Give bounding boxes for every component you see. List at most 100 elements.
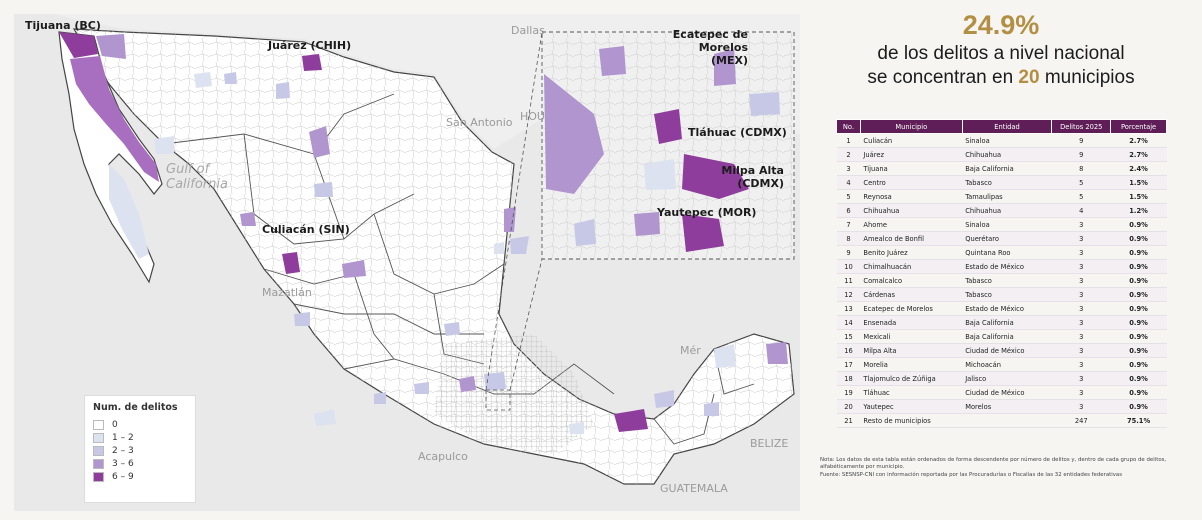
legend-swatch bbox=[93, 419, 104, 430]
legend-swatch bbox=[93, 458, 104, 469]
cell-porcentaje: 0.9% bbox=[1110, 301, 1167, 316]
column-header-municipio: Municipio bbox=[859, 119, 963, 134]
cell-entidad: Sinaloa bbox=[962, 133, 1052, 148]
cell-delitos: 3 bbox=[1051, 217, 1111, 232]
label-milpa-alta: Milpa Alta (CDMX) bbox=[721, 164, 784, 190]
cell-porcentaje: 0.9% bbox=[1110, 231, 1167, 246]
baja-sur-area bbox=[109, 164, 149, 259]
cell-entidad: Tabasco bbox=[962, 273, 1052, 288]
cell-municipio: Morelia bbox=[860, 357, 963, 372]
footnote-source: Fuente: SESNSP-CNI con información repor… bbox=[820, 471, 1123, 478]
legend-title: Num. de delitos bbox=[93, 402, 178, 413]
reynosa-area bbox=[504, 207, 516, 232]
cell-no: 5 bbox=[836, 189, 861, 204]
cell-entidad: Jalisco bbox=[962, 371, 1052, 386]
table-row: 21 Resto de municipios 247 75.1% bbox=[836, 413, 1167, 428]
cell-delitos: 3 bbox=[1051, 343, 1111, 358]
cell-municipio: Chihuahua bbox=[860, 203, 963, 218]
cell-porcentaje: 0.9% bbox=[1110, 273, 1167, 288]
geo-label-belize: BELIZE bbox=[750, 437, 789, 450]
ranking-table: No. Municipio Entidad Delitos 2025 Porce… bbox=[836, 119, 1167, 428]
cell-municipio: Chimalhuacán bbox=[860, 259, 963, 274]
legend-label: 3 – 6 bbox=[112, 458, 134, 469]
cell-entidad: Sinaloa bbox=[962, 217, 1052, 232]
table-row: 20 Yautepec Morelos 3 0.9% bbox=[836, 399, 1167, 414]
legend-item: 1 – 2 bbox=[93, 431, 187, 444]
cell-municipio: Juárez bbox=[860, 147, 963, 162]
cell-porcentaje: 0.9% bbox=[1110, 399, 1167, 414]
table-row: 3 Tijuana Baja California 8 2.4% bbox=[836, 161, 1167, 176]
table-row: 1 Culiacán Sinaloa 9 2.7% bbox=[836, 133, 1167, 148]
column-header-entidad: Entidad bbox=[961, 119, 1053, 134]
cell-entidad: Baja California bbox=[962, 315, 1052, 330]
cell-municipio: Resto de municipios bbox=[860, 413, 963, 428]
geo-label-mazatlan: Mazatlán bbox=[262, 286, 312, 299]
cell-municipio: Ahome bbox=[860, 217, 963, 232]
table-row: 15 Mexicali Baja California 3 0.9% bbox=[836, 329, 1167, 344]
cell-municipio: Mexicali bbox=[860, 329, 963, 344]
cell-delitos: 3 bbox=[1051, 273, 1111, 288]
cell-no: 8 bbox=[836, 231, 861, 246]
table-row: 10 Chimalhuacán Estado de México 3 0.9% bbox=[836, 259, 1167, 274]
cell-entidad: Tabasco bbox=[962, 287, 1052, 302]
choropleth-map: Dallas San Antonio HOU Gulf of Californi… bbox=[14, 14, 800, 511]
footnote-note: Nota: Los datos de esta tabla están orde… bbox=[820, 457, 1167, 471]
geo-label-merida: Mér bbox=[680, 344, 701, 357]
cell-porcentaje: 0.9% bbox=[1110, 287, 1167, 302]
table-row: 16 Milpa Alta Ciudad de México 3 0.9% bbox=[836, 343, 1167, 358]
map-canvas bbox=[54, 14, 800, 485]
cell-entidad: Chihuahua bbox=[962, 147, 1052, 162]
geo-label-san-antonio: San Antonio bbox=[446, 116, 513, 129]
cell-delitos: 5 bbox=[1051, 175, 1111, 190]
mexicali-area bbox=[96, 34, 126, 59]
cell-delitos: 9 bbox=[1051, 147, 1111, 162]
label-culiacan: Culiacán (SIN) bbox=[262, 223, 350, 236]
cell-entidad: Tamaulipas bbox=[962, 189, 1052, 204]
cell-porcentaje: 0.9% bbox=[1110, 315, 1167, 330]
column-header-porcentaje: Porcentaje bbox=[1110, 119, 1167, 134]
cell-entidad: Ciudad de México bbox=[962, 385, 1052, 400]
cell-municipio: Cárdenas bbox=[860, 287, 963, 302]
cell-delitos: 4 bbox=[1051, 203, 1111, 218]
cell-no: 19 bbox=[836, 385, 861, 400]
legend-label: 1 – 2 bbox=[112, 432, 134, 443]
cell-no: 3 bbox=[836, 161, 861, 176]
table-row: 4 Centro Tabasco 5 1.5% bbox=[836, 175, 1167, 190]
legend-item: 6 – 9 bbox=[93, 470, 187, 483]
cell-entidad: Tabasco bbox=[962, 175, 1052, 190]
legend-label: 2 – 3 bbox=[112, 445, 134, 456]
map-legend: Num. de delitos 0 1 – 2 2 – 3 3 – 6 6 – … bbox=[84, 395, 196, 503]
table-body: 1 Culiacán Sinaloa 9 2.7% 2 Juárez Chihuahua 9 2.… bbox=[836, 133, 1167, 428]
chihuahua-area bbox=[309, 126, 330, 158]
cell-municipio: Tlajomulco de Zúñiga bbox=[860, 371, 963, 386]
headline-line2: se concentran en 20 municipios bbox=[826, 66, 1176, 90]
geo-label-dallas: Dallas bbox=[511, 24, 545, 37]
cell-municipio: Reynosa bbox=[860, 189, 963, 204]
table-row: 2 Juárez Chihuahua 9 2.7% bbox=[836, 147, 1167, 162]
cell-no: 15 bbox=[836, 329, 861, 344]
cell-delitos: 3 bbox=[1051, 385, 1111, 400]
cell-delitos: 3 bbox=[1051, 329, 1111, 344]
cell-municipio: Ensenada bbox=[860, 315, 963, 330]
cell-entidad: Quintana Roo bbox=[962, 245, 1052, 260]
cell-porcentaje: 2.7% bbox=[1110, 133, 1167, 148]
legend-label: 0 bbox=[112, 419, 118, 430]
table-row: 11 Comalcalco Tabasco 3 0.9% bbox=[836, 273, 1167, 288]
cell-delitos: 5 bbox=[1051, 189, 1111, 204]
headline-count: 20 bbox=[1018, 67, 1040, 88]
cell-no: 11 bbox=[836, 273, 861, 288]
cell-no: 21 bbox=[836, 413, 861, 428]
cell-no: 20 bbox=[836, 399, 861, 414]
table-row: 7 Ahome Sinaloa 3 0.9% bbox=[836, 217, 1167, 232]
ensenada-area bbox=[70, 56, 159, 182]
footnote: Nota: Los datos de esta tabla están orde… bbox=[820, 457, 1185, 479]
cell-delitos: 3 bbox=[1051, 357, 1111, 372]
table-row: 5 Reynosa Tamaulipas 5 1.5% bbox=[836, 189, 1167, 204]
column-header-delitos: Delitos 2025 bbox=[1051, 119, 1112, 134]
cell-delitos: 3 bbox=[1051, 231, 1111, 246]
legend-label: 6 – 9 bbox=[112, 471, 134, 482]
table-row: 12 Cárdenas Tabasco 3 0.9% bbox=[836, 287, 1167, 302]
cell-porcentaje: 0.9% bbox=[1110, 343, 1167, 358]
geo-label-acapulco: Acapulco bbox=[418, 450, 468, 463]
cell-delitos: 3 bbox=[1051, 315, 1111, 330]
